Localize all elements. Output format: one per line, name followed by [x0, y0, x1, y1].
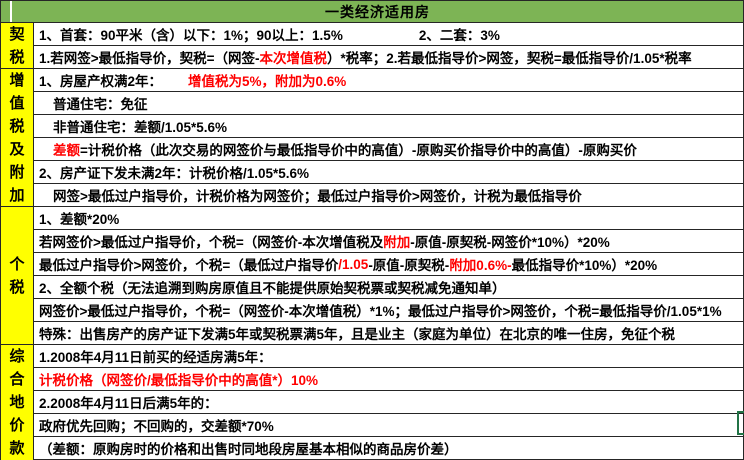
table-row[interactable]: 特殊：出售房产的房产证下发满5年或契税票满5年，且是业主（家庭为单位）在北京的唯…: [34, 322, 743, 345]
text-segment: 若网签价>最低过户指导价，个税=（网签价-本次增值税及: [39, 235, 384, 250]
table-rows: 1、首套：90平米（含）以下：1%；90以上：1.5% 2、二套：3% 1.若网签>…: [34, 23, 743, 460]
text-segment: （差额：原购房时的价格和出售时同地段房屋基本相似的商品房价差）: [39, 442, 458, 457]
text-segment: 1、首套：90平米（含）以下：1%；90以上：1.5%: [39, 28, 343, 43]
text-segment: 2、二套：3%: [418, 28, 500, 43]
text-segment: 1、房屋产权满2年：: [39, 74, 163, 89]
table-row[interactable]: 普通住宅：免征: [34, 92, 743, 115]
row-label-char: 款: [9, 440, 25, 457]
table-row[interactable]: 2、全额个税（无法追溯到购房原值且不能提供原始契税票或契税减免通知单）: [34, 276, 743, 299]
text-segment: 2、全额个税（无法追溯到购房原值且不能提供原始契税票或契税减免通知单）: [39, 281, 506, 296]
row-label-char: 综: [9, 348, 25, 365]
row-label-char: 地: [9, 394, 25, 411]
table-body: 契税增值税及附加个税综合地价款 1、首套：90平米（含）以下：1%；90以上：1…: [1, 23, 743, 460]
table-row[interactable]: 差额 =计税价格（此次交易的网签价与最低指导价中的高值）-原购买价指导价中的高值）…: [34, 138, 743, 161]
row-label-group[interactable]: 契税: [1, 23, 33, 69]
row-label-group[interactable]: 个税: [1, 207, 33, 345]
table-row[interactable]: 网签>最低过户指导价，计税价格为网签价；最低过户指导价>网签价，计税为最低指导价: [34, 184, 743, 207]
row-label-column: 契税增值税及附加个税综合地价款: [1, 23, 34, 460]
row-label-group[interactable]: 综合地价款: [1, 345, 33, 460]
text-segment: 非普通住宅：差额/1.05*5.6%: [53, 120, 228, 135]
row-label-char: 值: [9, 94, 25, 112]
text-segment: 1.若网签>最低指导价，契税=（网签-: [39, 51, 260, 66]
row-label-char: 税: [9, 117, 25, 135]
row-label-char: 个: [9, 255, 25, 273]
text-segment: 特殊：出售房产的房产证下发满5年或契税票满5年，且是业主（家庭为单位）在北京的唯…: [39, 327, 676, 342]
text-segment: 普通住宅：免征: [53, 97, 148, 112]
row-label-char: 合: [9, 371, 25, 388]
row-label-char: 及: [9, 140, 25, 158]
row-label-char: 增: [9, 71, 25, 89]
table-row[interactable]: 1、房屋产权满2年： 增值税为5%，附加为0.6%: [34, 69, 743, 92]
text-segment: ）*税率；2.若最低指导价>网签，契税=最低指导价/1.05*税率: [327, 51, 692, 66]
text-segment: 网签价>最低过户指导价，个税=（网签价-本次增值税）*1%；最低过户指导价>网签…: [39, 304, 722, 319]
table-row[interactable]: 非普通住宅：差额/1.05*5.6%: [34, 115, 743, 138]
highlighted-text-segment: 本次增值税: [259, 51, 328, 66]
table-row[interactable]: 2.2008年4月11日后满5年的：: [34, 391, 743, 414]
text-segment: 网签>最低过户指导价，计税价格为网签价；最低过户指导价>网签价，计税为最低指导价: [53, 189, 582, 204]
row-label-char: 契: [9, 25, 25, 43]
highlighted-text-segment: 附加0.6%-: [449, 258, 512, 273]
table-row[interactable]: 计税价格（网签价/最低指导价中的高值*）10%: [34, 368, 743, 391]
table-title: 一类经济适用房: [325, 3, 430, 20]
table-title-cell[interactable]: 一类经济适用房: [12, 1, 743, 22]
row-label-char: 加: [9, 186, 25, 204]
table-row[interactable]: 政府优先回购；不回购的，交差额*70%: [34, 414, 743, 437]
text-segment: -原值-原契税-: [368, 258, 450, 273]
text-segment: 1、差额*20%: [39, 212, 120, 227]
text-segment: 最低指导价*10%）*20%: [511, 258, 658, 273]
table-row[interactable]: 1、差额*20%: [34, 207, 743, 230]
text-segment: 最低过户指导价>网签价，个税=（最低过户指导价: [39, 258, 339, 273]
text-segment: 2.2008年4月11日后满5年的：: [39, 396, 218, 411]
table-row[interactable]: （差额：原购房时的价格和出售时同地段房屋基本相似的商品房价差）: [34, 437, 743, 460]
highlighted-text-segment: 计税价格（网签价/最低指导价中的高值*）10%: [39, 373, 319, 388]
text-segment: 政府优先回购；不回购的，交差额*70%: [39, 419, 274, 434]
text-segment: =计税价格（此次交易的网签价与最低指导价中的高值）-原购买价指导价中的高值）-原…: [80, 143, 637, 158]
text-segment: 1.2008年4月11日前买的经适房满5年：: [39, 350, 272, 365]
text-segment: -原值-原契税-网签价*10%）*20%: [410, 235, 610, 250]
header-cell-divider: [10, 1, 12, 22]
table-row[interactable]: 1、首套：90平米（含）以下：1%；90以上：1.5% 2、二套：3%: [34, 23, 743, 46]
table-row[interactable]: 若网签价>最低过户指导价，个税=（网签价-本次增值税及 附加 -原值-原契税-网签价…: [34, 230, 743, 253]
table-row[interactable]: 2、房产证下发未满2年：计税价格/1.05*5.6%: [34, 161, 743, 184]
table-row[interactable]: 1.2008年4月11日前买的经适房满5年：: [34, 345, 743, 368]
row-label-char: 价: [9, 417, 25, 434]
row-label-char: 附: [9, 163, 25, 181]
table-row[interactable]: 最低过户指导价>网签价，个税=（最低过户指导价/1.05 -原值-原契税- 附加0.…: [34, 253, 743, 276]
row-label-group[interactable]: 增值税及附加: [1, 69, 33, 207]
row-label-char: 税: [9, 278, 25, 296]
table-header-row: 一类经济适用房: [1, 1, 743, 23]
text-segment: 2、房产证下发未满2年：计税价格/1.05*5.6%: [39, 166, 310, 181]
highlighted-text-segment: 差额: [53, 143, 80, 158]
header-corner-cell[interactable]: [1, 1, 10, 22]
table-row[interactable]: 1.若网签>最低指导价，契税=（网签- 本次增值税 ）*税率；2.若最低指导价>网签…: [34, 46, 743, 69]
table-row[interactable]: 网签价>最低过户指导价，个税=（网签价-本次增值税）*1%；最低过户指导价>网签…: [34, 299, 743, 322]
highlighted-text-segment: /1.05: [338, 256, 369, 272]
row-label-char: 税: [9, 48, 25, 66]
highlighted-text-segment: 增值税为5%，附加为0.6%: [188, 74, 347, 89]
highlighted-text-segment: 附加: [383, 235, 411, 250]
